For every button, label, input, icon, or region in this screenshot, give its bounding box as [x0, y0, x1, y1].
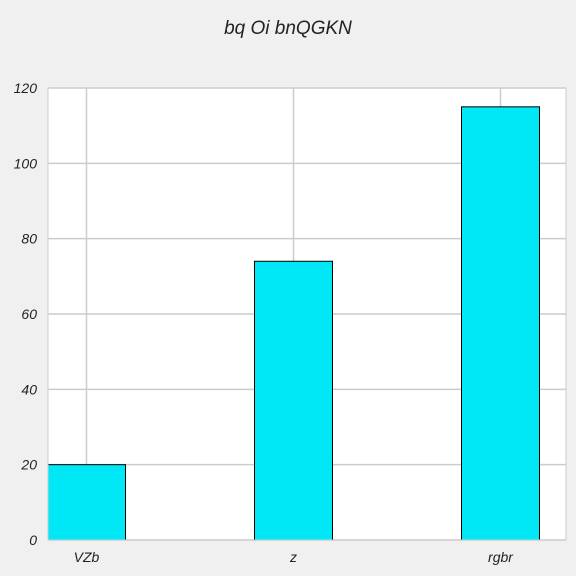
bars — [47, 106, 540, 541]
chart-title: bq Oi bnQGKN — [224, 18, 352, 39]
tick-labels: 0 20 40 60 80 100 120 VZb z rgbr — [14, 80, 515, 565]
x-tick-label: rgbr — [488, 549, 514, 565]
y-tick-label: 0 — [29, 532, 37, 548]
y-tick-label: 100 — [14, 155, 38, 171]
y-tick-label: 60 — [21, 306, 37, 322]
y-tick-label: 40 — [21, 381, 37, 397]
bar-rgbr — [461, 106, 540, 541]
y-tick-label: 120 — [14, 80, 38, 96]
x-tick-label: VZb — [74, 549, 100, 565]
bar-VZb — [47, 464, 126, 541]
x-tick-label: z — [289, 549, 297, 565]
y-tick-label: 80 — [21, 231, 37, 247]
y-tick-label: 20 — [20, 457, 37, 473]
plot-border — [47, 87, 567, 541]
bar-z — [254, 260, 333, 541]
